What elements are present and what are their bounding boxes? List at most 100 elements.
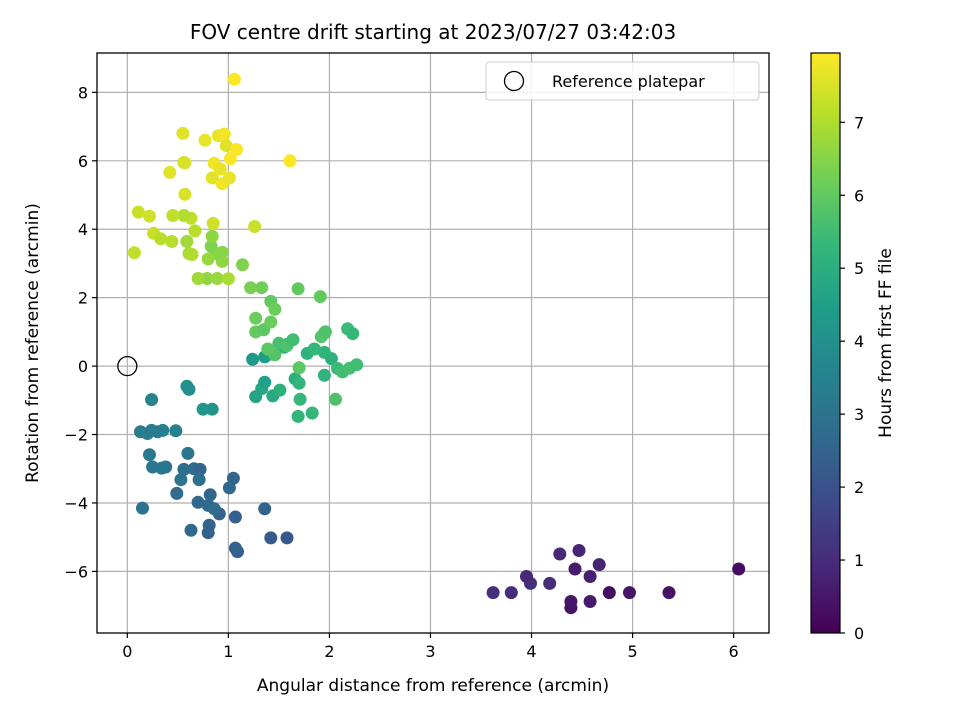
data-point	[203, 488, 217, 502]
y-tick-label: 6	[78, 152, 88, 171]
x-tick-label: 0	[122, 642, 132, 661]
reference-platepar-marker	[117, 355, 138, 377]
colorbar-tick-label: 4	[854, 332, 864, 351]
x-tick-label: 6	[729, 642, 739, 661]
data-point	[222, 481, 236, 495]
colorbar-tick-label: 2	[854, 478, 864, 497]
x-tick-label: 3	[425, 642, 435, 661]
data-point	[317, 368, 331, 382]
data-point	[163, 165, 177, 179]
plot-frame	[96, 52, 770, 634]
legend-label-reference: Reference platepar	[552, 72, 705, 91]
grid	[97, 53, 769, 633]
y-axis-label: Rotation from reference (arcmin)	[23, 203, 43, 483]
data-point	[222, 171, 236, 185]
data-point	[127, 246, 141, 260]
data-point	[205, 402, 219, 416]
data-point	[280, 531, 294, 545]
data-point	[185, 248, 199, 261]
y-tick-label: 0	[78, 357, 88, 376]
data-point	[169, 424, 183, 438]
data-point	[131, 205, 145, 219]
colorbar-gradient	[810, 52, 841, 634]
data-point	[248, 220, 262, 233]
data-point	[201, 252, 215, 266]
data-point	[205, 229, 219, 243]
data-point	[174, 473, 188, 487]
colorbar-tick-label: 6	[854, 186, 864, 205]
data-point	[178, 187, 192, 201]
data-point	[207, 502, 221, 516]
data-point	[219, 139, 233, 153]
data-point	[188, 224, 202, 238]
data-point	[177, 462, 191, 476]
y-tick-label: 2	[78, 289, 88, 308]
y-tick-label: −6	[64, 562, 88, 581]
legend-marker-reference	[503, 70, 525, 92]
data-point	[583, 570, 597, 583]
x-tick-label: 1	[223, 642, 233, 661]
data-point	[318, 325, 332, 339]
data-point	[154, 232, 168, 246]
data-point	[198, 133, 212, 147]
colorbar: 0 1 2 3 4 5 6 7 Hours from first FF file	[810, 52, 896, 643]
colorbar-tick-label: 3	[854, 405, 864, 424]
data-point	[191, 495, 205, 509]
data-point	[200, 272, 214, 285]
data-point	[602, 586, 616, 600]
data-point	[193, 462, 207, 476]
data-point	[305, 406, 319, 420]
data-point	[228, 510, 242, 524]
data-point	[223, 152, 237, 166]
data-point	[201, 526, 215, 540]
data-point	[177, 209, 191, 222]
data-points	[117, 72, 746, 615]
y-tick-label: 8	[78, 83, 88, 102]
colorbar-ticks: 0 1 2 3 4 5 6 7	[840, 113, 864, 643]
data-point	[292, 376, 306, 390]
data-point	[210, 272, 224, 285]
data-point	[249, 311, 263, 325]
data-point	[204, 239, 218, 253]
data-point	[564, 595, 578, 608]
y-tick-label: −2	[64, 426, 88, 445]
data-point	[184, 523, 198, 537]
data-point	[143, 448, 156, 462]
data-point	[213, 162, 227, 176]
data-point	[623, 586, 636, 600]
data-point	[662, 586, 676, 600]
data-point	[255, 281, 269, 295]
data-point	[230, 143, 243, 156]
x-axis-label: Angular distance from reference (arcmin)	[257, 676, 609, 696]
data-point	[261, 342, 275, 356]
data-point	[151, 425, 165, 439]
data-point	[205, 171, 219, 185]
data-point	[293, 392, 307, 406]
data-point	[181, 446, 195, 460]
x-tick-label: 2	[324, 642, 334, 661]
data-point	[553, 547, 567, 561]
colorbar-tick-label: 5	[854, 259, 864, 278]
y-tick-label: −4	[64, 494, 88, 513]
data-point	[543, 576, 557, 590]
data-point	[143, 209, 156, 223]
data-point	[520, 570, 533, 583]
data-point	[170, 486, 184, 500]
data-point	[206, 216, 220, 230]
x-ticks: 0 1 2 3 4 5 6	[122, 633, 739, 661]
y-tick-label: 4	[78, 220, 88, 239]
data-point	[592, 558, 606, 572]
colorbar-label: Hours from first FF file	[876, 248, 896, 438]
data-point	[221, 272, 235, 286]
data-point	[264, 315, 278, 329]
data-point	[180, 235, 194, 248]
data-point	[350, 358, 364, 372]
data-point	[264, 531, 278, 545]
data-point	[291, 282, 305, 296]
colorbar-tick-label: 0	[854, 624, 864, 643]
data-point	[191, 272, 205, 285]
data-point	[258, 502, 272, 516]
data-point	[136, 501, 149, 515]
data-point	[244, 281, 258, 295]
data-point	[258, 375, 272, 389]
